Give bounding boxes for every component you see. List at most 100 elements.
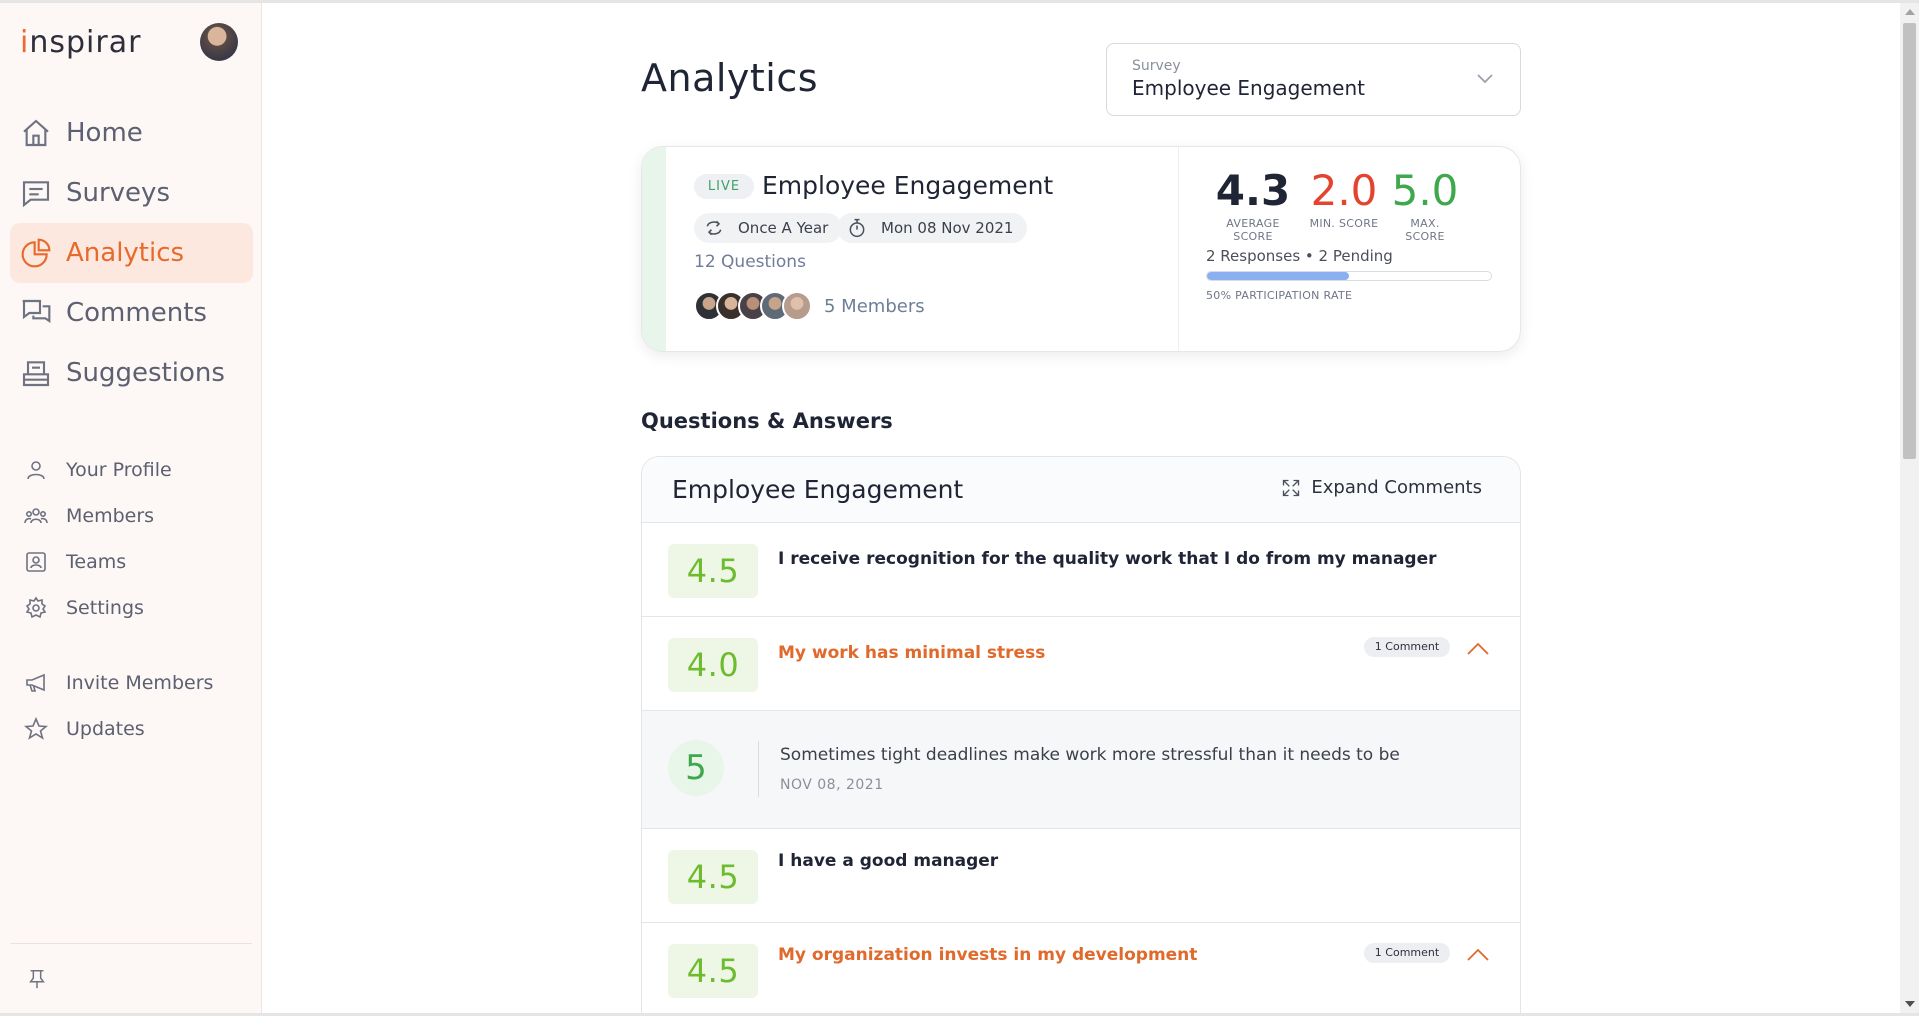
members-group[interactable]: 5 Members — [694, 291, 925, 321]
question-row[interactable]: 4.5 My organization invests in my develo… — [642, 923, 1520, 1016]
section-title: Questions & Answers — [641, 409, 893, 433]
max-score-label: MAX. SCORE — [1405, 217, 1445, 243]
sidebar-item-members[interactable]: Members — [10, 493, 253, 539]
comment-score: 5 — [668, 740, 724, 796]
question-text: My work has minimal stress — [778, 643, 1046, 663]
question-score: 4.5 — [668, 944, 758, 998]
primary-nav: Home Surveys Analytics Comments Suggesti… — [10, 103, 253, 403]
card-divider — [1178, 147, 1179, 351]
survey-select-value: Employee Engagement — [1132, 76, 1365, 100]
sidebar-item-label: Invite Members — [66, 672, 214, 694]
collapse-comments-button[interactable] — [1466, 640, 1490, 656]
sidebar-item-updates[interactable]: Updates — [10, 706, 253, 752]
comment-count-badge: 1 Comment — [1364, 943, 1450, 963]
participation-progress — [1206, 271, 1492, 281]
survey-select[interactable]: Survey Employee Engagement — [1106, 43, 1521, 116]
sidebar-item-teams[interactable]: Teams — [10, 539, 253, 585]
sidebar-item-label: Updates — [66, 718, 145, 740]
chat-icon — [22, 181, 50, 208]
sidebar-item-home[interactable]: Home — [10, 103, 253, 163]
average-score: 4.3 AVERAGE SCORE — [1206, 165, 1300, 243]
inbox-icon — [22, 361, 50, 387]
sidebar: inspirar Home Surveys Analytics Comments… — [0, 3, 262, 1013]
sidebar-item-label: Settings — [66, 597, 144, 619]
user-avatar[interactable] — [200, 23, 238, 61]
expand-icon — [1283, 479, 1300, 496]
question-row[interactable]: 4.0 My work has minimal stress 1 Comment — [642, 617, 1520, 711]
question-score: 4.5 — [668, 850, 758, 904]
min-score-label: MIN. SCORE — [1309, 217, 1379, 230]
sidebar-item-surveys[interactable]: Surveys — [10, 163, 253, 223]
expand-comments-button[interactable]: Expand Comments — [1281, 477, 1482, 498]
chevron-down-icon — [1477, 74, 1493, 84]
star-icon — [24, 717, 48, 740]
participation-progress-fill — [1207, 272, 1349, 280]
sidebar-item-label: Comments — [66, 298, 207, 328]
questions-count: 12 Questions — [694, 252, 806, 272]
sidebar-item-analytics[interactable]: Analytics — [10, 223, 253, 283]
min-score: 2.0 MIN. SCORE — [1309, 165, 1379, 230]
window-bottom-border — [0, 1013, 1919, 1016]
scrollbar-thumb[interactable] — [1903, 23, 1916, 459]
min-score-value: 2.0 — [1310, 166, 1378, 215]
page-scrollbar[interactable] — [1900, 3, 1919, 1013]
question-text: I have a good manager — [778, 851, 999, 871]
chevron-up-icon — [1467, 948, 1489, 961]
comment-text: Sometimes tight deadlines make work more… — [780, 745, 1400, 765]
sidebar-item-settings[interactable]: Settings — [10, 585, 253, 631]
sidebar-divider — [10, 943, 252, 944]
users-icon — [24, 508, 48, 524]
sidebar-item-comments[interactable]: Comments — [10, 283, 253, 343]
chevron-up-icon — [1467, 642, 1489, 655]
frequency-chip: Once A Year — [694, 213, 843, 243]
question-score: 4.5 — [668, 544, 758, 598]
tertiary-nav: Invite Members Updates — [10, 660, 253, 752]
sidebar-item-invite-members[interactable]: Invite Members — [10, 660, 253, 706]
page-title: Analytics — [641, 56, 819, 100]
user-icon — [27, 461, 45, 480]
participation-label: 50% PARTICIPATION RATE — [1206, 289, 1353, 302]
inspirar-logo[interactable]: inspirar — [20, 25, 142, 60]
responses-text: 2 Responses • 2 Pending — [1206, 247, 1393, 265]
sidebar-item-label: Teams — [66, 551, 127, 573]
scroll-up-icon[interactable] — [1905, 9, 1915, 15]
average-score-label: AVERAGE SCORE — [1226, 217, 1280, 243]
average-score-value: 4.3 — [1215, 166, 1291, 215]
question-score: 4.0 — [668, 638, 758, 692]
member-avatar — [782, 291, 812, 321]
home-icon — [23, 119, 49, 147]
gear-icon — [25, 596, 47, 619]
comments-icon — [22, 299, 51, 323]
comment-divider — [758, 741, 759, 797]
survey-select-label: Survey — [1132, 58, 1181, 74]
survey-summary-card: LIVE Employee Engagement Once A Year Mon… — [641, 146, 1521, 352]
sidebar-item-label: Your Profile — [66, 459, 172, 481]
sidebar-item-label: Surveys — [66, 178, 170, 208]
comment-count-badge: 1 Comment — [1364, 637, 1450, 657]
question-row[interactable]: 4.5 I have a good manager — [642, 829, 1520, 923]
pin-icon — [29, 970, 45, 989]
pin-sidebar-button[interactable] — [26, 968, 48, 990]
stopwatch-icon — [849, 218, 865, 238]
qa-panel-title: Employee Engagement — [672, 475, 964, 504]
sidebar-item-suggestions[interactable]: Suggestions — [10, 343, 253, 403]
sidebar-item-label: Analytics — [66, 238, 185, 268]
expand-comments-label: Expand Comments — [1311, 477, 1482, 498]
sidebar-item-your-profile[interactable]: Your Profile — [10, 447, 253, 493]
scroll-down-icon[interactable] — [1905, 1001, 1915, 1007]
qa-panel-header: Employee Engagement Expand Comments — [642, 457, 1520, 523]
date-text: Mon 08 Nov 2021 — [881, 219, 1014, 237]
megaphone-icon — [26, 673, 45, 692]
collapse-comments-button[interactable] — [1466, 946, 1490, 962]
questions-answers-panel: Employee Engagement Expand Comments 4.5 … — [641, 456, 1521, 1016]
question-text: My organization invests in my developmen… — [778, 945, 1198, 965]
secondary-nav: Your Profile Members Teams Settings — [10, 447, 253, 631]
status-badge: LIVE — [694, 174, 754, 199]
sidebar-item-label: Members — [66, 505, 155, 527]
members-count: 5 Members — [824, 295, 925, 317]
question-row[interactable]: 4.5 I receive recognition for the qualit… — [642, 523, 1520, 617]
date-chip: Mon 08 Nov 2021 — [837, 213, 1028, 243]
survey-title: Employee Engagement — [762, 171, 1054, 200]
window-top-border — [0, 0, 1919, 3]
comment-date: NOV 08, 2021 — [780, 777, 884, 793]
